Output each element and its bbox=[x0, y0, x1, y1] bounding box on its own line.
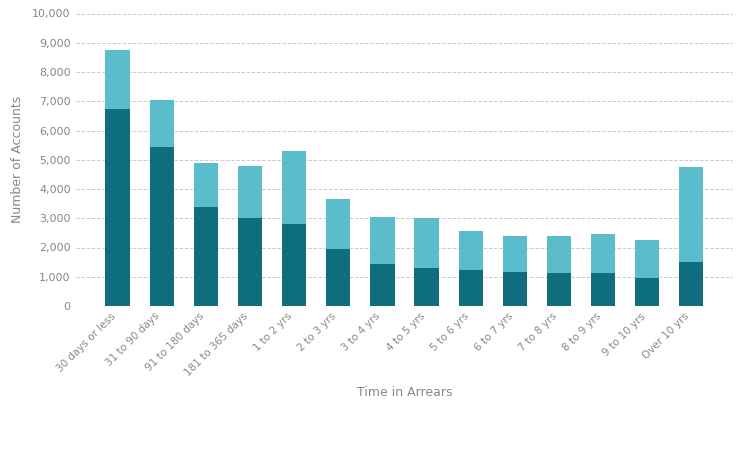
Bar bbox=[459, 231, 483, 270]
Bar bbox=[591, 234, 615, 273]
Bar bbox=[679, 262, 703, 306]
Y-axis label: Number of Accounts: Number of Accounts bbox=[11, 96, 24, 223]
Bar bbox=[591, 273, 615, 306]
Bar bbox=[282, 151, 306, 224]
Bar bbox=[459, 270, 483, 306]
Bar bbox=[414, 268, 438, 306]
Bar bbox=[194, 163, 218, 207]
Bar bbox=[370, 217, 395, 264]
Bar bbox=[547, 273, 571, 306]
Bar bbox=[635, 240, 659, 278]
Bar bbox=[503, 236, 527, 272]
X-axis label: Time in Arrears: Time in Arrears bbox=[357, 386, 452, 399]
Bar bbox=[150, 100, 174, 147]
Bar bbox=[106, 50, 130, 108]
Bar bbox=[238, 166, 262, 218]
Bar bbox=[635, 278, 659, 306]
Bar bbox=[679, 167, 703, 262]
Bar bbox=[150, 147, 174, 306]
Bar bbox=[370, 264, 395, 306]
Bar bbox=[503, 272, 527, 306]
Bar bbox=[238, 218, 262, 306]
Bar bbox=[326, 249, 350, 306]
Bar bbox=[282, 224, 306, 306]
Bar bbox=[414, 218, 438, 268]
Bar bbox=[106, 108, 130, 306]
Bar bbox=[547, 236, 571, 273]
Bar bbox=[326, 199, 350, 249]
Bar bbox=[194, 207, 218, 306]
